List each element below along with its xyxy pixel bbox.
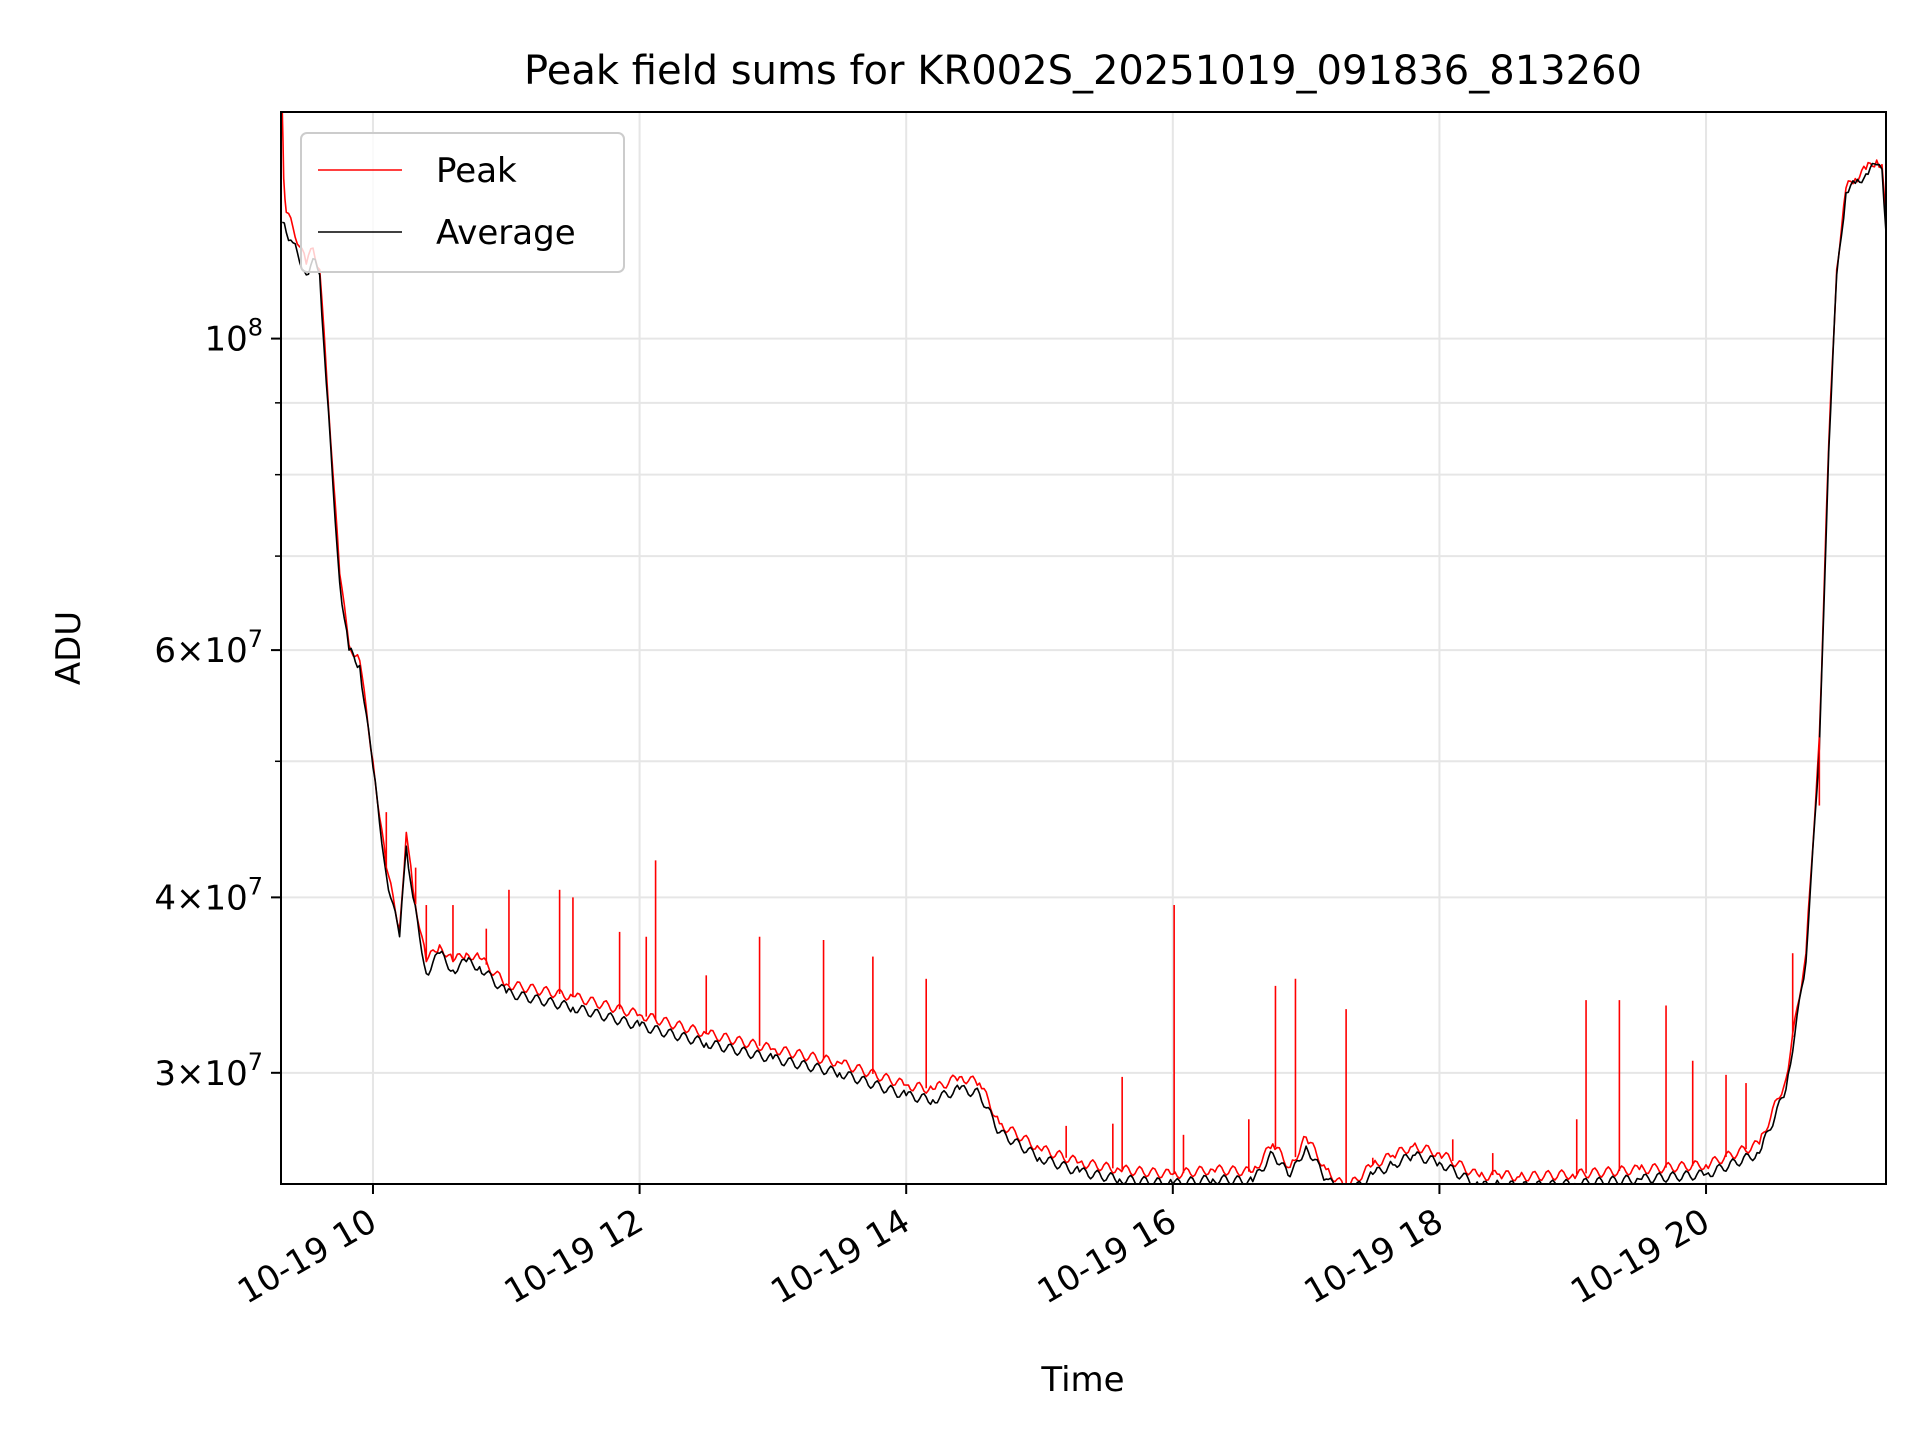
y-tick-base: 10 [204, 320, 247, 360]
legend: Peak Average [300, 132, 625, 273]
legend-box [300, 132, 625, 273]
y-tick-base: 10 [204, 878, 247, 918]
x-axis-label: Time [1040, 1360, 1124, 1400]
y-tick-label: 3×107 [154, 1048, 263, 1094]
legend-label-peak: Peak [436, 151, 517, 191]
y-tick-base: 10 [204, 631, 247, 671]
y-tick-times: × [176, 1054, 205, 1094]
legend-label-average: Average [436, 213, 576, 253]
y-axis-label: ADU [49, 611, 89, 685]
y-tick-label: 4×107 [154, 872, 263, 918]
y-tick-times: × [176, 631, 205, 671]
y-tick-exponent: 7 [248, 625, 263, 653]
grid [281, 112, 1886, 1184]
y-tick-exponent: 8 [248, 314, 263, 342]
y-tick-label: 108 [204, 314, 263, 360]
y-tick-exponent: 7 [248, 872, 263, 900]
y-tick-times: × [176, 878, 205, 918]
series-line-peak [281, 112, 1886, 1184]
plot-area [281, 112, 1886, 1184]
y-tick-label: 6×107 [154, 625, 263, 671]
y-tick-base: 10 [204, 1054, 247, 1094]
series-line-average [282, 162, 1886, 1184]
y-tick-mantissa: 4 [154, 878, 176, 918]
y-tick-exponent: 7 [248, 1048, 263, 1076]
chart-title: Peak field sums for KR002S_20251019_0918… [524, 48, 1642, 94]
axes-frame [280, 111, 1887, 1185]
y-tick-mantissa: 3 [154, 1054, 176, 1094]
y-tick-mantissa: 6 [154, 631, 176, 671]
